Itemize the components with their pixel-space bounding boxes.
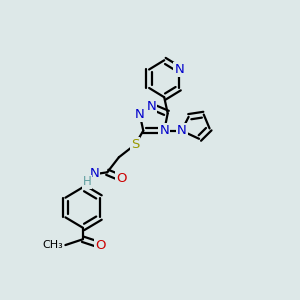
Text: O: O — [95, 238, 106, 252]
Text: CH₃: CH₃ — [42, 240, 63, 250]
Text: O: O — [116, 172, 127, 184]
Text: N: N — [90, 167, 99, 180]
Text: N: N — [147, 100, 156, 113]
Text: N: N — [177, 124, 187, 137]
Text: N: N — [175, 63, 184, 76]
Text: S: S — [131, 138, 139, 151]
Text: N: N — [159, 124, 169, 137]
Text: H: H — [82, 176, 91, 188]
Text: N: N — [135, 108, 145, 121]
